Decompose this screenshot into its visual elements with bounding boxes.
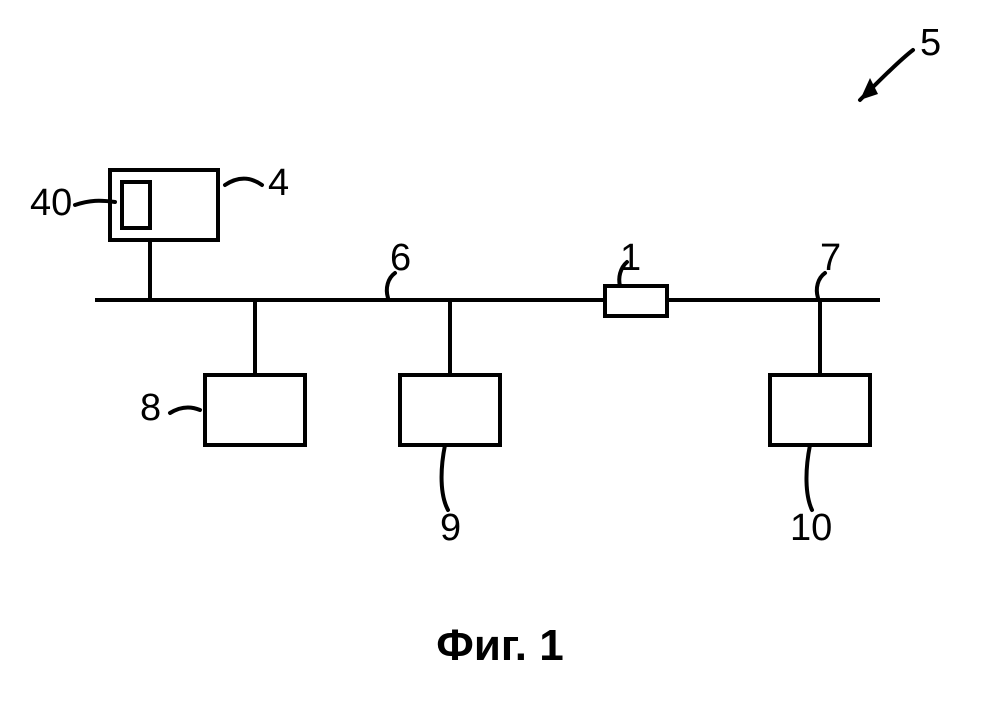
- box-40: [122, 182, 150, 228]
- label-1: 1: [620, 237, 641, 279]
- leader-4: [225, 179, 262, 185]
- label-8: 8: [140, 387, 161, 429]
- diagram-canvas: 40 4 6 1 7 5 8 9 10 Фиг. 1: [0, 0, 1000, 701]
- box-9: [400, 375, 500, 445]
- label-6: 6: [390, 237, 411, 279]
- label-9: 9: [440, 507, 461, 549]
- box-8: [205, 375, 305, 445]
- box-1: [605, 286, 667, 316]
- leader-5-arrow-head: [860, 78, 878, 100]
- label-5: 5: [920, 22, 941, 64]
- box-10: [770, 375, 870, 445]
- label-4: 4: [268, 162, 289, 204]
- label-40: 40: [30, 182, 72, 224]
- label-7: 7: [820, 237, 841, 279]
- leader-10: [806, 445, 812, 510]
- leader-8: [170, 407, 200, 413]
- leader-9: [442, 445, 448, 510]
- figure-caption: Фиг. 1: [436, 621, 563, 670]
- label-10: 10: [790, 507, 832, 549]
